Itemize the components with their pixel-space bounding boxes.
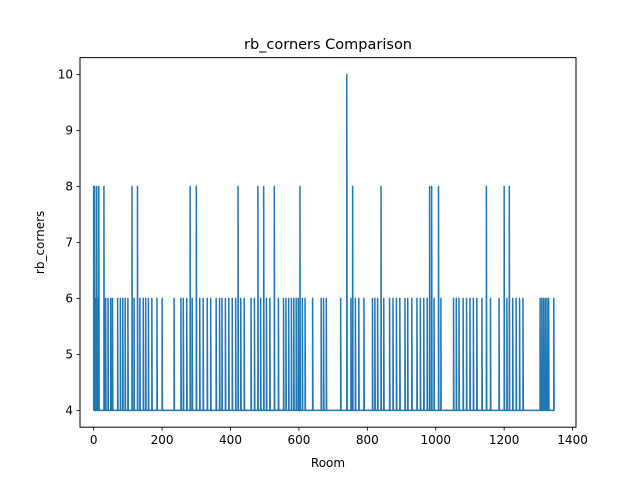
y-axis-title: rb_corners (33, 211, 47, 274)
x-tick-label: 1000 (420, 433, 451, 447)
y-axis: 4 5 6 7 8 9 10 (58, 68, 80, 418)
x-tick-label: 200 (151, 433, 174, 447)
x-tick-label: 0 (90, 433, 98, 447)
y-tick-label: 8 (65, 180, 73, 194)
y-tick-label: 7 (65, 236, 73, 250)
plot-area (92, 73, 555, 412)
x-tick-label: 400 (219, 433, 242, 447)
y-tick-label: 6 (65, 292, 73, 306)
x-tick-label: 600 (287, 433, 310, 447)
x-tick-label: 800 (356, 433, 379, 447)
x-axis-title: Room (311, 456, 345, 470)
y-tick-label: 10 (58, 68, 73, 82)
y-tick-label: 9 (65, 124, 73, 138)
x-axis: 0 200 400 600 800 1000 1200 1400 (90, 427, 588, 447)
y-tick-label: 4 (65, 404, 73, 418)
y-tick-label: 5 (65, 348, 73, 362)
series-line (92, 73, 555, 412)
x-tick-label: 1200 (489, 433, 520, 447)
axes-frame (79, 57, 577, 428)
x-tick-label: 1400 (557, 433, 588, 447)
chart-title: rb_corners Comparison (244, 37, 412, 53)
